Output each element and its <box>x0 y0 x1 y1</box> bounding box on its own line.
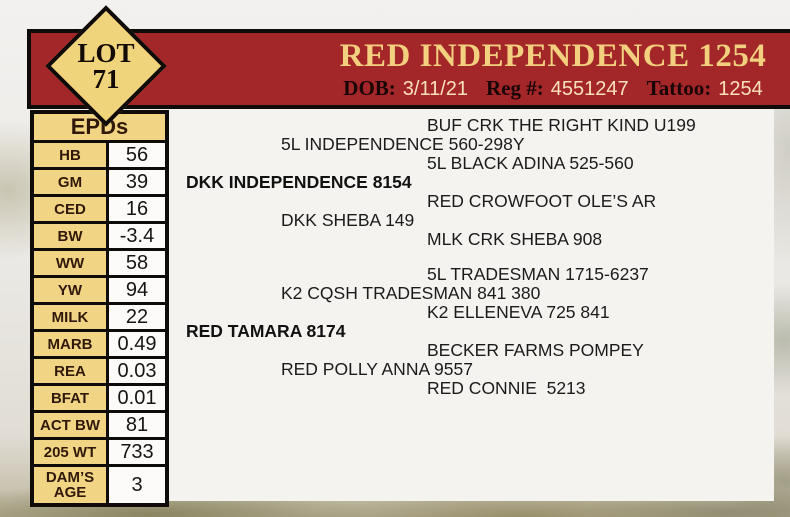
lot-label: LOT <box>77 38 135 68</box>
reg-value: 4551247 <box>550 77 629 100</box>
pedigree-line-dam-dam: RED POLLY ANNA 9557 <box>281 359 473 379</box>
dob-label: DOB: <box>343 75 396 100</box>
epd-value: 733 <box>106 437 169 467</box>
epd-row-milk: MILK 22 <box>30 302 169 332</box>
epd-row-marb: MARB 0.49 <box>30 329 169 359</box>
epd-row-ced: CED 16 <box>30 194 169 224</box>
epd-row-bw: BW -3.4 <box>30 221 169 251</box>
epd-value: 58 <box>106 248 169 278</box>
lot-badge-text: LOT 71 <box>67 27 145 105</box>
epd-label: ACT BW <box>30 410 109 440</box>
pedigree-line-dam-sire-dam: K2 ELLENEVA 725 841 <box>427 302 610 322</box>
epd-label: HB <box>30 140 109 170</box>
epd-row-gm: GM 39 <box>30 167 169 197</box>
pedigree-line-sire-dam-sire: RED CROWFOOT OLE’S AR <box>427 191 657 211</box>
lot-number: 71 <box>92 64 120 94</box>
header-bar: RED INDEPENDENCE 1254 DOB: 3/11/21 Reg #… <box>27 29 790 109</box>
epd-value: 16 <box>106 194 169 224</box>
epd-value: 81 <box>106 410 169 440</box>
epd-table: EPDs HB 56 GM 39 CED 16 BW -3.4 WW 58 YW… <box>30 110 169 507</box>
pedigree-line-sire-grandsire-sire: BUF CRK THE RIGHT KIND U199 <box>427 115 696 135</box>
epd-row-rea: REA 0.03 <box>30 356 169 386</box>
pedigree-line-sire-sire-dam: 5L BLACK ADINA 525-560 <box>427 153 634 173</box>
epd-value: 0.03 <box>106 356 169 386</box>
epd-label: GM <box>30 167 109 197</box>
epd-label: YW <box>30 275 109 305</box>
animal-name-title: RED INDEPENDENCE 1254 <box>339 37 767 74</box>
epd-value: -3.4 <box>106 221 169 251</box>
pedigree-line-dam-dam-dam: RED CONNIE 5213 <box>427 378 586 398</box>
epd-row-ww: WW 58 <box>30 248 169 278</box>
epd-row-act-bw: ACT BW 81 <box>30 410 169 440</box>
epd-label: DAM’S AGE <box>30 464 109 507</box>
epd-value: 94 <box>106 275 169 305</box>
epd-value: 0.49 <box>106 329 169 359</box>
epd-label: WW <box>30 248 109 278</box>
pedigree-line-dam-dam-sire: BECKER FARMS POMPEY <box>427 340 644 360</box>
pedigree-line-dam-sire: K2 CQSH TRADESMAN 841 380 <box>281 283 541 303</box>
epd-label: BFAT <box>30 383 109 413</box>
epd-label: MILK <box>30 302 109 332</box>
animal-info-line: DOB: 3/11/21 Reg #: 4551247 Tattoo: 1254 <box>181 76 790 101</box>
pedigree: BUF CRK THE RIGHT KIND U199 5L INDEPENDE… <box>186 116 772 398</box>
epd-value: 3 <box>106 464 169 507</box>
pedigree-line-sire-dam: DKK SHEBA 149 <box>281 210 415 230</box>
epd-label: BW <box>30 221 109 251</box>
pedigree-line-dam: RED TAMARA 8174 <box>186 321 346 341</box>
epd-row-bfat: BFAT 0.01 <box>30 383 169 413</box>
epd-value: 22 <box>106 302 169 332</box>
tattoo-value: 1254 <box>718 77 763 100</box>
tattoo-label: Tattoo: <box>646 75 712 100</box>
epd-row-dams-age: DAM’S AGE 3 <box>30 464 169 507</box>
epd-row-205-wt: 205 WT 733 <box>30 437 169 467</box>
epd-value: 0.01 <box>106 383 169 413</box>
epd-value: 56 <box>106 140 169 170</box>
epd-label: CED <box>30 194 109 224</box>
epd-row-yw: YW 94 <box>30 275 169 305</box>
dob-value: 3/11/21 <box>402 77 469 100</box>
pedigree-line-sire-sire: 5L INDEPENDENCE 560-298Y <box>281 134 525 154</box>
epd-label: MARB <box>30 329 109 359</box>
pedigree-line-dam-sire-sire: 5L TRADESMAN 1715-6237 <box>427 264 649 284</box>
pedigree-line-sire: DKK INDEPENDENCE 8154 <box>186 172 412 192</box>
pedigree-line-sire-dam-dam: MLK CRK SHEBA 908 <box>427 229 603 249</box>
epd-value: 39 <box>106 167 169 197</box>
epd-row-hb: HB 56 <box>30 140 169 170</box>
reg-label: Reg #: <box>486 75 544 100</box>
epd-label: REA <box>30 356 109 386</box>
epd-label: 205 WT <box>30 437 109 467</box>
